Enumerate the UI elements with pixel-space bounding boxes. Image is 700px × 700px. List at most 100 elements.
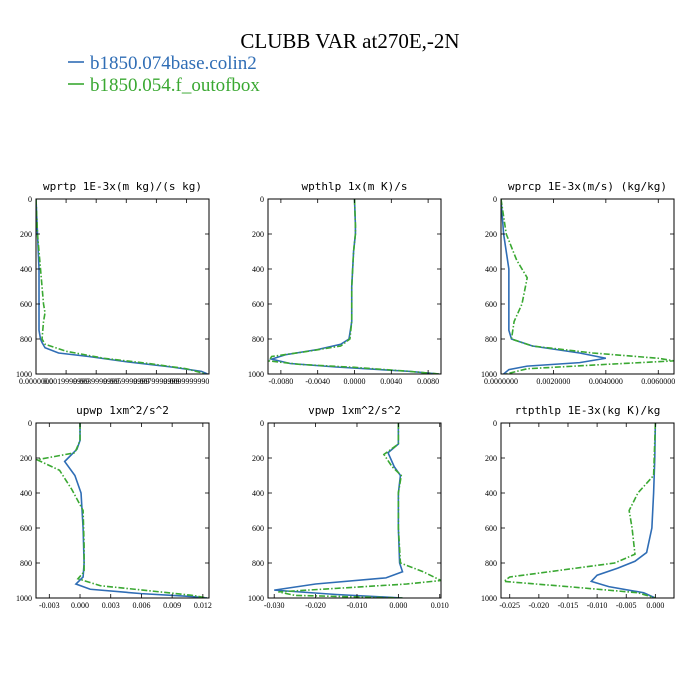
plot-frame	[267, 422, 442, 599]
x-tick-label: -0.0080	[269, 377, 294, 386]
x-tick-label: 0.0099999990	[163, 377, 209, 386]
x-tick-label: -0.003	[39, 601, 60, 610]
x-tick-label: -0.030	[264, 601, 285, 610]
x-tick-label: 0.006	[132, 601, 150, 610]
y-tick-label: 0	[493, 419, 497, 428]
y-tick-label: 200	[20, 230, 32, 239]
legend: b1850.074base.colin2 b1850.054.f_outofbo…	[68, 53, 260, 96]
plot-frame	[35, 422, 210, 599]
series-line-2	[36, 199, 207, 374]
y-tick-label: 400	[20, 265, 32, 274]
panel-title: upwp 1xm^2/s^2	[76, 404, 169, 417]
x-tick-label: 0.0059999999	[103, 377, 149, 386]
x-tick-label: 0.0040000	[589, 377, 623, 386]
y-tick-label: 400	[485, 489, 497, 498]
y-tick-label: 0	[260, 419, 264, 428]
y-tick-label: 1000	[16, 594, 32, 603]
x-tick-label: -0.015	[558, 601, 579, 610]
x-tick-label: 0.000	[71, 601, 89, 610]
panel-3: wprcp 1E-3x(m/s) (kg/kg) 0 200 400 600 800 100…	[481, 180, 675, 386]
y-tick-label: 400	[252, 265, 264, 274]
x-tick-label: 0.000	[646, 601, 664, 610]
y-tick-label: 400	[20, 489, 32, 498]
x-tick-label: 0.0000000	[484, 377, 518, 386]
plot-frame	[500, 422, 675, 599]
y-tick-label: 0	[28, 195, 32, 204]
x-tick-label: 0.012	[194, 601, 212, 610]
panel-title: wprcp 1E-3x(m/s) (kg/kg)	[508, 180, 667, 193]
panels: wprtp 1E-3x(m kg)/(s kg) 0 200 400 600 800 100…	[16, 180, 675, 610]
y-tick-label: 0	[28, 419, 32, 428]
y-tick-label: 800	[20, 559, 32, 568]
y-tick-label: 800	[252, 559, 264, 568]
x-tick-label: 0.000	[389, 601, 407, 610]
y-tick-label: 200	[252, 230, 264, 239]
y-tick-label: 800	[252, 335, 264, 344]
panel-title: rtpthlp 1E-3x(kg K)/kg	[515, 404, 661, 417]
y-tick-label: 600	[20, 524, 32, 533]
panel-title: vpwp 1xm^2/s^2	[308, 404, 401, 417]
series-line-2	[501, 199, 674, 374]
y-tick-label: 600	[20, 300, 32, 309]
x-tick-label: -0.025	[499, 601, 520, 610]
x-tick-label: -0.0040	[305, 377, 330, 386]
y-tick-label: 400	[252, 489, 264, 498]
x-tick-label: 0.003	[102, 601, 120, 610]
series-line-1	[274, 423, 404, 598]
panel-title: wprtp 1E-3x(m kg)/(s kg)	[43, 180, 202, 193]
x-tick-label: 0.009	[163, 601, 181, 610]
y-tick-label: 200	[485, 454, 497, 463]
legend-label-series-1: b1850.074base.colin2	[90, 53, 257, 74]
panel-4: upwp 1xm^2/s^2 0 200 400 600 800 1000 -0.003 0.0…	[16, 404, 212, 610]
y-tick-label: 1000	[248, 370, 264, 379]
y-tick-label: 800	[485, 335, 497, 344]
y-tick-label: 600	[252, 300, 264, 309]
series-line-2	[36, 423, 208, 598]
y-tick-label: 600	[485, 524, 497, 533]
x-tick-label: -0.010	[587, 601, 608, 610]
x-tick-label: 0.0000000	[19, 377, 53, 386]
series-line-2	[268, 199, 440, 374]
y-tick-label: 200	[252, 454, 264, 463]
figure-title: CLUBB VAR at270E,-2N	[240, 29, 459, 53]
y-tick-label: 1000	[248, 594, 264, 603]
series-line-2	[501, 423, 657, 598]
x-tick-label: -0.010	[347, 601, 368, 610]
y-tick-label: 0	[493, 195, 497, 204]
panel-1: wprtp 1E-3x(m kg)/(s kg) 0 200 400 600 800 100…	[16, 180, 210, 386]
x-tick-label: 0.0000	[344, 377, 366, 386]
x-tick-label: -0.020	[529, 601, 550, 610]
y-tick-label: 1000	[481, 370, 497, 379]
y-tick-label: 200	[485, 230, 497, 239]
y-tick-label: 1000	[481, 594, 497, 603]
plot-frame	[35, 198, 210, 375]
panel-2: wpthlp 1x(m K)/s 0 200 400 600 800 1000 -0.0080…	[248, 180, 442, 386]
y-tick-label: 400	[485, 265, 497, 274]
series-line-2	[278, 423, 441, 598]
plot-frame	[500, 198, 675, 375]
y-tick-label: 600	[252, 524, 264, 533]
y-tick-label: 200	[20, 454, 32, 463]
panel-6: rtpthlp 1E-3x(kg K)/kg02004006008001000-…	[481, 404, 675, 610]
x-tick-label: -0.005	[616, 601, 637, 610]
x-tick-label: 0.0040	[380, 377, 402, 386]
x-tick-label: -0.020	[305, 601, 326, 610]
y-tick-label: 1000	[16, 370, 32, 379]
x-tick-label: 0.0019999999	[43, 377, 89, 386]
x-tick-label: 0.0039999999	[73, 377, 119, 386]
y-tick-label: 600	[485, 300, 497, 309]
y-tick-label: 800	[20, 335, 32, 344]
panel-5: vpwp 1xm^2/s^2 0 200 400 600 800 1000-0.030 -0.…	[248, 404, 449, 610]
y-tick-label: 0	[260, 195, 264, 204]
x-tick-label: 0.0080	[417, 377, 439, 386]
panel-title: wpthlp 1x(m K)/s	[302, 180, 408, 193]
x-tick-label: 0.0020000	[536, 377, 570, 386]
x-tick-label: 0.0060000	[641, 377, 675, 386]
legend-label-series-2: b1850.054.f_outofbox	[90, 75, 260, 96]
x-tick-label: 0.010	[431, 601, 449, 610]
series-line-1	[589, 423, 657, 598]
y-tick-label: 800	[485, 559, 497, 568]
x-tick-label: 0.0079999999	[133, 377, 179, 386]
